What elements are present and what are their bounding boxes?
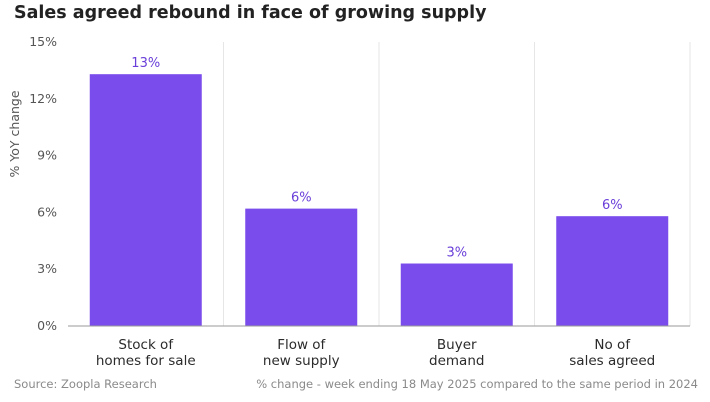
data-label: 6% [602, 198, 623, 213]
category-label: Buyer [437, 337, 477, 353]
y-tick-label: 12% [29, 91, 57, 106]
category-label: demand [429, 353, 484, 369]
data-label: 13% [131, 56, 160, 71]
category-label: new supply [263, 353, 340, 369]
bar [245, 208, 358, 326]
data-label: 3% [446, 246, 467, 261]
bar [89, 74, 202, 326]
period-note: % change - week ending 18 May 2025 compa… [256, 377, 698, 391]
category-label: homes for sale [96, 353, 196, 369]
data-label: 6% [291, 191, 312, 206]
bar [556, 216, 669, 326]
source-note: Source: Zoopla Research [14, 377, 157, 391]
category-label: Stock of [118, 337, 174, 353]
y-tick-label: 3% [37, 261, 57, 276]
bar [400, 263, 513, 326]
chart-title: Sales agreed rebound in face of growing … [14, 3, 487, 23]
y-tick-label: 6% [37, 204, 57, 219]
category-label: sales agreed [569, 353, 655, 369]
category-label: Flow of [277, 337, 326, 353]
y-tick-label: 9% [37, 148, 57, 163]
y-axis-label: % YoY change [7, 90, 22, 177]
category-label: No of [594, 337, 631, 353]
y-tick-label: 0% [37, 318, 57, 333]
y-tick-label: 15% [29, 34, 57, 49]
